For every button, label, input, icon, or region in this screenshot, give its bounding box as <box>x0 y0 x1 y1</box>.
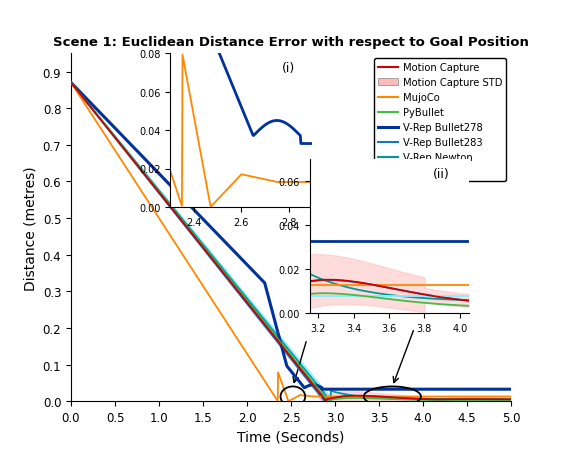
Y-axis label: Distance (metres): Distance (metres) <box>23 166 37 290</box>
Legend: Motion Capture, Motion Capture STD, MujoCo, PyBullet, V-Rep Bullet278, V-Rep Bul: Motion Capture, Motion Capture STD, Mujo… <box>374 59 506 182</box>
Title: Scene 1: Euclidean Distance Error with respect to Goal Position: Scene 1: Euclidean Distance Error with r… <box>53 36 529 49</box>
X-axis label: Time (Seconds): Time (Seconds) <box>237 430 345 444</box>
Text: (ii): (ii) <box>433 168 449 181</box>
Text: (i): (i) <box>282 62 295 75</box>
